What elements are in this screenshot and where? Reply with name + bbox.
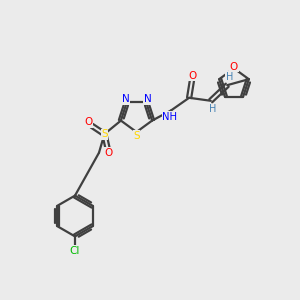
Text: N: N: [122, 94, 129, 104]
Text: O: O: [105, 148, 113, 158]
Text: NH: NH: [162, 112, 177, 122]
Text: O: O: [84, 117, 92, 127]
Text: H: H: [208, 104, 216, 114]
Text: N: N: [144, 94, 152, 104]
Text: S: S: [101, 129, 108, 139]
Text: Cl: Cl: [70, 245, 80, 256]
Text: H: H: [226, 72, 233, 82]
Text: S: S: [133, 130, 140, 141]
Text: O: O: [230, 62, 238, 72]
Text: O: O: [188, 70, 196, 81]
